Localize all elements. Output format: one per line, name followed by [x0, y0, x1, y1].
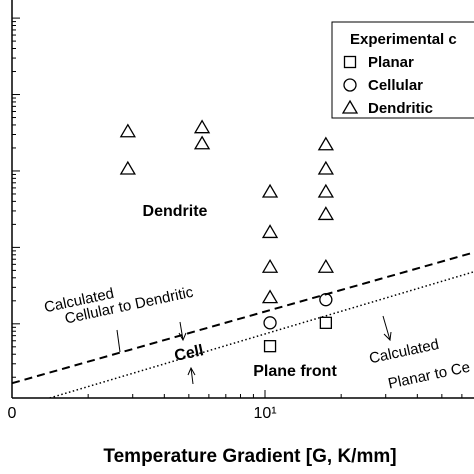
annotation: Calculated: [368, 336, 441, 367]
marker-triangle: [119, 160, 136, 175]
marker-triangle: [193, 119, 211, 134]
arrows: [116, 315, 392, 385]
annotation: Cell: [173, 342, 205, 365]
marker-triangle: [317, 206, 334, 221]
marker-triangle: [261, 289, 279, 304]
x-tick-label: 0: [8, 405, 17, 422]
marker-triangle: [317, 136, 334, 151]
plot-area: [12, 119, 474, 398]
marker-square: [319, 316, 333, 329]
legend-box: [331, 21, 474, 119]
x-axis-label: Temperature Gradient [G, K/mm]: [103, 446, 396, 467]
marker-triangle: [261, 224, 279, 239]
marker-triangle: [317, 183, 334, 198]
legend: Planar Cellular Dendritic: [341, 54, 433, 117]
annotation: Dendrite: [143, 203, 208, 220]
marker-square: [263, 340, 277, 353]
marker-triangle: [193, 135, 211, 150]
legend-label: Dendritic: [368, 100, 433, 117]
legend-label: Planar: [368, 54, 414, 71]
marker-triangle: [261, 258, 279, 273]
x-tick-label: 10¹: [253, 405, 276, 422]
marker-circle: [263, 316, 277, 330]
marker-triangle: [341, 99, 359, 114]
boundary-line: [49, 271, 474, 398]
annotation: Planar to Ce: [387, 359, 472, 393]
marker-triangle: [261, 183, 279, 198]
boundary-line: [12, 251, 474, 385]
marker-circle: [319, 293, 333, 307]
marker-triangle: [317, 160, 334, 175]
annotation: Plane front: [253, 363, 337, 380]
legend-label: Cellular: [368, 77, 423, 94]
legend-title: Experimental c: [350, 31, 457, 48]
marker-circle: [343, 78, 357, 92]
marker-triangle: [317, 258, 334, 273]
marker-square: [343, 55, 357, 69]
marker-triangle: [119, 123, 136, 138]
